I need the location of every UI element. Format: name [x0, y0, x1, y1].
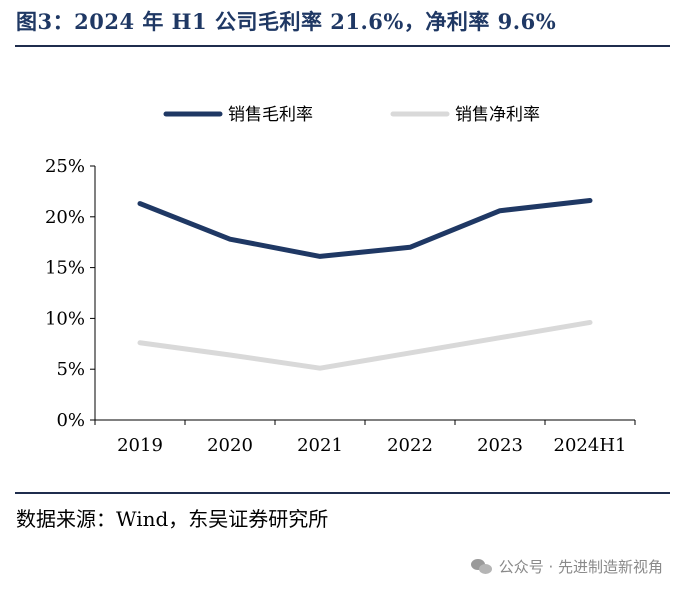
series-line-1	[137, 198, 593, 259]
line-chart: 0% 5% 10% 15% 20% 25% 2019 2020 2021 2022 2023 2024…	[45, 105, 636, 456]
x-tick-label: 2024H1	[554, 435, 627, 456]
y-tick-label: 5%	[56, 359, 85, 380]
wechat-icon	[470, 558, 493, 576]
source-note: 数据来源：Wind，东吴证券研究所	[16, 507, 329, 531]
x-tick-label: 2021	[297, 435, 343, 456]
x-tick-label: 2023	[477, 435, 523, 456]
y-tick-label: 20%	[45, 207, 85, 228]
watermark: 公众号 · 先进制造新视角	[470, 556, 663, 577]
watermark-text: 公众号 · 先进制造新视角	[498, 558, 663, 576]
legend-label-1: 销售毛利率	[228, 105, 313, 125]
x-tick-label: 2022	[387, 435, 433, 456]
x-tick-label: 2020	[207, 435, 253, 456]
figure-title: 图3：2024 年 H1 公司毛利率 21.6%，净利率 9.6%	[16, 9, 557, 34]
y-tick-label: 10%	[45, 308, 85, 329]
y-tick-label: 0%	[56, 410, 85, 431]
top-rule	[15, 45, 670, 47]
bottom-rule	[15, 492, 670, 494]
y-tick-label: 25%	[45, 156, 85, 177]
y-tick-label: 15%	[45, 258, 85, 279]
series-line-2	[137, 319, 593, 371]
legend-label-2: 销售净利率	[455, 105, 540, 125]
x-tick-label: 2019	[117, 435, 163, 456]
